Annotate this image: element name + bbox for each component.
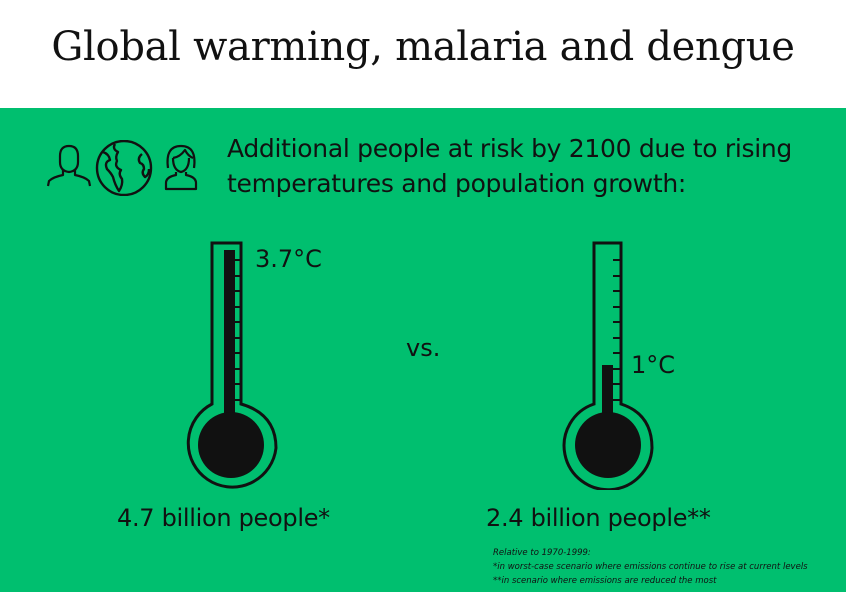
temperature-low: 1°C (631, 351, 676, 379)
people-at-risk-high: 4.7 billion people* (117, 504, 330, 532)
footnotes: Relative to 1970-1999: *in worst-case sc… (493, 546, 808, 588)
globe-icon (95, 140, 153, 196)
woman-icon (164, 144, 198, 191)
man-icon (46, 144, 92, 187)
footnote-reduced: **in scenario where emissions are reduce… (493, 576, 717, 586)
intro-text: Additional people at risk by 2100 due to… (227, 134, 792, 198)
vs-label: vs. (406, 334, 441, 362)
temperature-high: 3.7°C (255, 245, 322, 273)
thermometer-high-icon (186, 241, 278, 489)
footnote-baseline: Relative to 1970-1999: (493, 548, 591, 558)
people-at-risk-low: 2.4 billion people** (486, 504, 711, 532)
footnote-worst-case: *in worst-case scenario where emissions … (493, 562, 808, 572)
header: Global warming, malaria and dengue (0, 0, 846, 108)
page-title: Global warming, malaria and dengue (51, 24, 795, 70)
thermometer-low-icon (562, 241, 654, 490)
people-globe-icons (46, 140, 198, 196)
